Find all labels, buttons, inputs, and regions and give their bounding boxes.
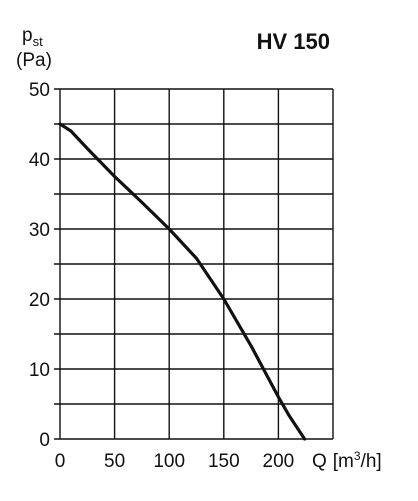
x-tick-label: 0 [55,451,66,472]
series-line [58,122,307,441]
y-axis-symbol: p [22,25,33,46]
x-axis-label: Q [m3/h] [312,449,382,472]
y-axis-subscript: st [33,34,44,49]
x-tick-labels: 0 50 100 150 200 [55,451,295,472]
x-tick-label: 200 [263,451,295,472]
x-axis-unit-prefix: [m [333,451,354,472]
y-axis-label: pst [22,25,43,49]
y-tick-label: 30 [29,220,50,241]
y-axis-unit: (Pa) [16,50,52,71]
series-group [58,122,307,441]
x-axis-unit-exp: 3 [354,449,361,463]
chart-title: HV 150 [257,29,330,54]
grid [54,88,334,440]
x-tick-label: 50 [104,451,125,472]
y-tick-label: 0 [39,430,50,451]
x-tick-label: 150 [208,451,240,472]
x-axis-symbol: Q [312,451,327,472]
y-tick-labels: 0 10 20 30 40 50 [29,80,50,451]
x-axis-unit-suffix: /h] [361,451,382,472]
x-tick-label: 100 [153,451,185,472]
y-tick-label: 10 [29,360,50,381]
y-tick-label: 40 [29,150,50,171]
y-tick-label: 50 [29,80,50,101]
y-tick-label: 20 [29,290,50,311]
